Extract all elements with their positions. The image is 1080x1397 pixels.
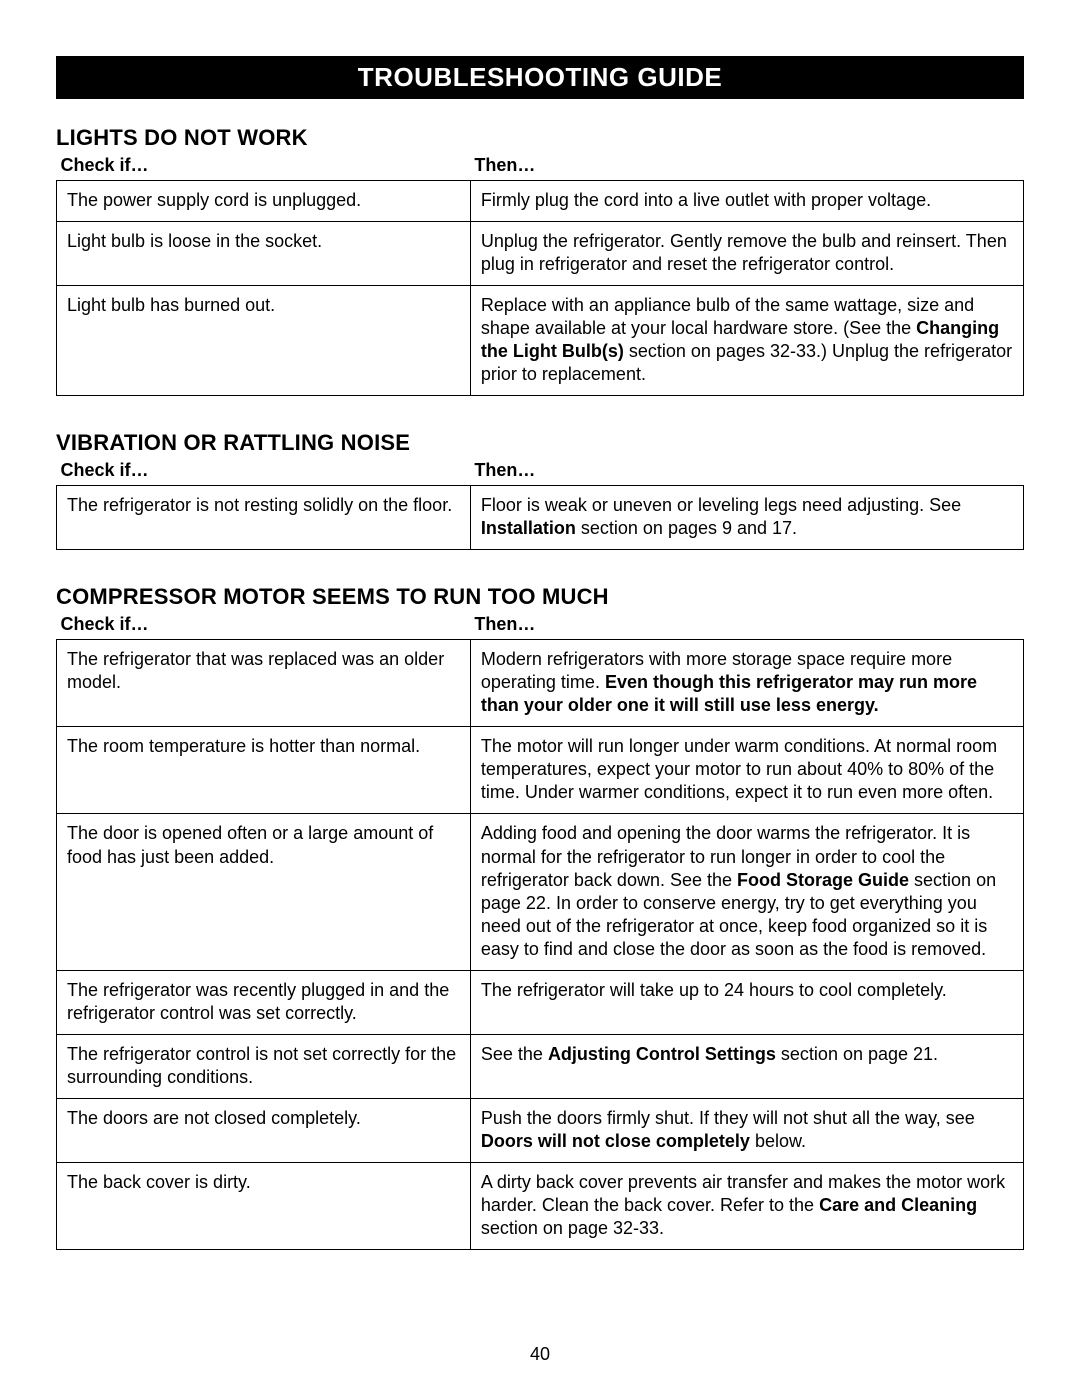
check-cell: The doors are not closed completely. [57, 1098, 471, 1162]
table-row: Light bulb has burned out.Replace with a… [57, 286, 1024, 396]
then-cell: See the Adjusting Control Settings secti… [470, 1034, 1023, 1098]
check-cell: Light bulb is loose in the socket. [57, 222, 471, 286]
check-cell: The room temperature is hotter than norm… [57, 727, 471, 814]
table-row: The refrigerator is not resting solidly … [57, 486, 1024, 550]
col-header-then: Then… [470, 458, 1023, 486]
check-cell: The refrigerator control is not set corr… [57, 1034, 471, 1098]
sections-container: LIGHTS DO NOT WORKCheck if…Then…The powe… [56, 125, 1024, 1250]
then-text-run: Installation [481, 518, 576, 538]
troubleshooting-table: Check if…Then…The refrigerator is not re… [56, 458, 1024, 550]
page-banner: TROUBLESHOOTING GUIDE [56, 56, 1024, 99]
check-cell: The power supply cord is unplugged. [57, 181, 471, 222]
check-cell: Light bulb has burned out. [57, 286, 471, 396]
then-text-run: The refrigerator will take up to 24 hour… [481, 980, 947, 1000]
then-text-run: section on page 21. [776, 1044, 938, 1064]
then-cell: A dirty back cover prevents air transfer… [470, 1162, 1023, 1249]
then-cell: Modern refrigerators with more storage s… [470, 640, 1023, 727]
col-header-check: Check if… [57, 153, 471, 181]
table-row: The power supply cord is unplugged. Firml… [57, 181, 1024, 222]
then-text-run: below. [750, 1131, 806, 1151]
section-title: LIGHTS DO NOT WORK [56, 125, 1024, 151]
then-cell: Replace with an appliance bulb of the sa… [470, 286, 1023, 396]
then-text-run: Adjusting Control Settings [548, 1044, 776, 1064]
then-text-run: Firmly plug the cord into a live outlet … [481, 190, 931, 210]
then-text-run: section on pages 9 and 17. [576, 518, 797, 538]
then-cell: Push the doors firmly shut. If they will… [470, 1098, 1023, 1162]
then-cell: The refrigerator will take up to 24 hour… [470, 970, 1023, 1034]
check-cell: The back cover is dirty. [57, 1162, 471, 1249]
then-text-run: Push the doors firmly shut. If they will… [481, 1108, 975, 1128]
then-text-run: Doors will not close completely [481, 1131, 750, 1151]
table-row: Light bulb is loose in the socket.Unplug… [57, 222, 1024, 286]
table-row: The door is opened often or a large amou… [57, 814, 1024, 970]
troubleshooting-table: Check if…Then…The refrigerator that was … [56, 612, 1024, 1250]
section-title: VIBRATION OR RATTLING NOISE [56, 430, 1024, 456]
then-text-run: See the [481, 1044, 548, 1064]
page-number: 40 [0, 1344, 1080, 1365]
then-cell: The motor will run longer under warm con… [470, 727, 1023, 814]
table-row: The refrigerator that was replaced was a… [57, 640, 1024, 727]
then-cell: Unplug the refrigerator. Gently remove t… [470, 222, 1023, 286]
then-text-run: section on page 32-33. [481, 1218, 664, 1238]
troubleshooting-table: Check if…Then…The power supply cord is u… [56, 153, 1024, 396]
check-cell: The refrigerator was recently plugged in… [57, 970, 471, 1034]
then-cell: Firmly plug the cord into a live outlet … [470, 181, 1023, 222]
then-text-run: The motor will run longer under warm con… [481, 736, 997, 802]
then-text-run: Floor is weak or uneven or leveling legs… [481, 495, 961, 515]
table-row: The refrigerator was recently plugged in… [57, 970, 1024, 1034]
check-cell: The refrigerator that was replaced was a… [57, 640, 471, 727]
then-text-run: Replace with an appliance bulb of the sa… [481, 295, 974, 338]
page: TROUBLESHOOTING GUIDE LIGHTS DO NOT WORK… [0, 0, 1080, 1397]
check-cell: The refrigerator is not resting solidly … [57, 486, 471, 550]
col-header-check: Check if… [57, 458, 471, 486]
table-row: The room temperature is hotter than norm… [57, 727, 1024, 814]
table-row: The doors are not closed completely. Push… [57, 1098, 1024, 1162]
col-header-then: Then… [470, 612, 1023, 640]
col-header-then: Then… [470, 153, 1023, 181]
then-cell: Adding food and opening the door warms t… [470, 814, 1023, 970]
section-title: COMPRESSOR MOTOR SEEMS TO RUN TOO MUCH [56, 584, 1024, 610]
table-row: The back cover is dirty.A dirty back cov… [57, 1162, 1024, 1249]
then-text-run: Food Storage Guide [737, 870, 909, 890]
then-cell: Floor is weak or uneven or leveling legs… [470, 486, 1023, 550]
table-row: The refrigerator control is not set corr… [57, 1034, 1024, 1098]
col-header-check: Check if… [57, 612, 471, 640]
then-text-run: Unplug the refrigerator. Gently remove t… [481, 231, 1007, 274]
check-cell: The door is opened often or a large amou… [57, 814, 471, 970]
then-text-run: Care and Cleaning [819, 1195, 977, 1215]
